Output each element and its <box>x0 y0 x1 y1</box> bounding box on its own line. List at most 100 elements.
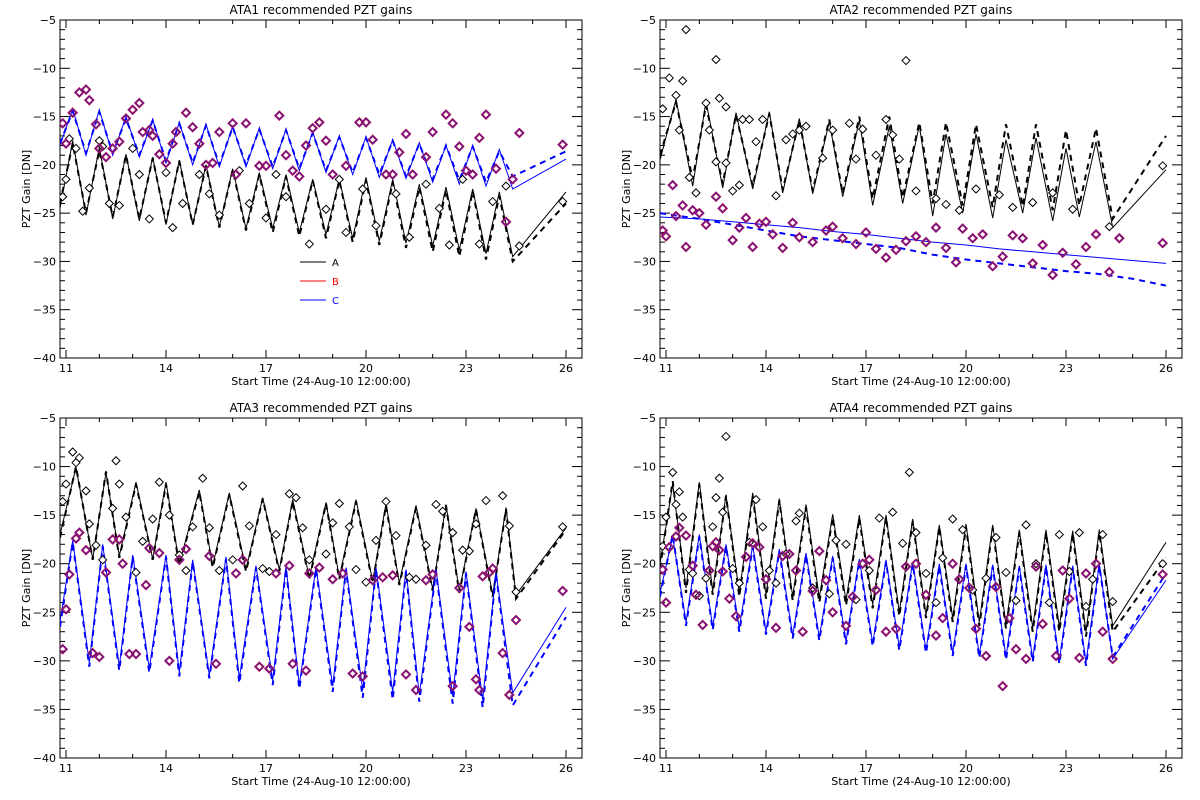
data-point-a <box>437 506 448 516</box>
data-point-bc <box>860 227 872 238</box>
data-point-bc <box>280 149 292 161</box>
data-point-bc-inner <box>141 580 151 590</box>
y-tick-label: −40 <box>633 752 656 765</box>
x-tick-label: 11 <box>659 762 673 775</box>
data-point-bc <box>1157 568 1169 580</box>
data-point-bc <box>427 126 439 138</box>
data-point-bc-inner <box>94 652 104 662</box>
data-point-bc-inner <box>848 592 858 602</box>
data-point-a <box>794 125 805 135</box>
data-point-a <box>114 479 125 489</box>
data-point-a <box>1067 204 1078 214</box>
series-line-a-model <box>660 98 1167 222</box>
data-point-bc-inner <box>828 607 838 617</box>
data-point-bc <box>770 622 782 634</box>
data-point-a <box>97 555 108 565</box>
data-point-bc <box>1037 239 1049 251</box>
data-point-bc-inner <box>1091 229 1101 239</box>
data-point-bc-inner <box>94 143 104 153</box>
data-point-a <box>411 574 421 584</box>
data-point-bc <box>1073 652 1085 664</box>
data-point-bc-inner <box>488 564 498 574</box>
y-tick-label: −35 <box>633 304 656 317</box>
x-axis-label: Start Time (24-Aug-10 12:00:00) <box>831 375 1010 388</box>
data-point-a <box>61 174 71 185</box>
data-point-bc-inner <box>181 544 191 554</box>
data-point-bc-inner <box>61 604 71 614</box>
data-point-bc <box>287 165 299 177</box>
data-point-bc-inner <box>1098 627 1108 637</box>
data-point-bc-inner <box>1108 654 1118 664</box>
data-point-bc <box>400 128 412 140</box>
data-point-bc-inner <box>681 531 691 541</box>
data-point-bc-inner <box>121 114 131 123</box>
data-point-a <box>677 512 688 522</box>
data-point-a <box>721 158 731 168</box>
data-point-a <box>764 565 775 576</box>
data-point-bc-inner <box>688 561 698 571</box>
y-tick-label: −20 <box>33 159 56 172</box>
data-point-a <box>711 157 721 167</box>
y-tick-label: −30 <box>633 655 656 668</box>
data-point-bc-inner <box>861 227 871 237</box>
y-tick-label: −15 <box>33 111 56 124</box>
data-point-a <box>874 513 885 523</box>
data-point-bc-inner <box>264 664 274 674</box>
data-point-a <box>514 241 525 251</box>
data-point-bc <box>227 117 239 129</box>
data-point-a <box>501 181 511 191</box>
data-point-a <box>744 114 755 125</box>
data-point-a <box>1107 596 1118 607</box>
data-point-bc-inner <box>1028 258 1038 268</box>
x-tick-label: 20 <box>359 762 373 775</box>
data-point-bc-inner <box>454 583 464 593</box>
data-point-a <box>701 98 711 108</box>
data-point-bc <box>480 109 492 121</box>
data-point-bc <box>807 236 819 248</box>
data-point-bc <box>117 558 129 570</box>
data-point-bc <box>447 117 459 129</box>
data-point-bc-inner <box>718 203 728 213</box>
data-point-bc-inner <box>1104 267 1114 277</box>
series-line-c-model <box>60 542 567 709</box>
data-point-bc <box>557 139 569 150</box>
y-tick-label: −25 <box>633 207 656 220</box>
data-point-bc <box>240 117 252 129</box>
data-point-bc-inner <box>131 649 141 659</box>
data-point-bc-inner <box>168 139 178 149</box>
y-tick-label: −10 <box>33 62 56 75</box>
data-point-bc-inner <box>1008 230 1018 240</box>
data-point-a <box>187 522 198 532</box>
data-point-a <box>711 54 721 65</box>
data-point-bc-inner <box>718 566 728 576</box>
data-point-bc-inner <box>478 571 488 581</box>
data-point-bc-inner <box>901 236 911 246</box>
data-point-bc <box>710 191 722 203</box>
x-tick-label: 14 <box>159 762 173 775</box>
data-point-bc <box>727 234 739 246</box>
data-point-bc-inner <box>214 127 224 137</box>
data-point-bc-inner <box>968 233 978 243</box>
data-point-a <box>751 494 761 505</box>
data-point-a <box>204 189 215 199</box>
y-tick-label: −35 <box>33 304 56 317</box>
data-point-bc-inner <box>474 133 484 143</box>
data-point-bc-inner <box>841 621 851 631</box>
data-point-a <box>371 220 381 231</box>
data-point-a <box>447 527 458 538</box>
data-point-a <box>957 525 968 535</box>
data-point-bc <box>1157 237 1169 249</box>
data-point-bc <box>513 127 525 139</box>
data-point-bc-inner <box>1051 651 1061 661</box>
data-point-a <box>214 210 225 220</box>
data-point-a <box>1157 161 1168 171</box>
y-tick-label: −30 <box>33 655 56 668</box>
data-point-bc <box>210 658 222 670</box>
data-point-bc-inner <box>664 542 674 552</box>
data-point-a <box>864 565 875 576</box>
data-point-a <box>721 431 731 442</box>
data-point-bc-inner <box>361 117 371 127</box>
data-point-bc-inner <box>1064 594 1074 604</box>
data-point-bc <box>700 219 712 231</box>
data-point-bc-inner <box>474 685 484 695</box>
